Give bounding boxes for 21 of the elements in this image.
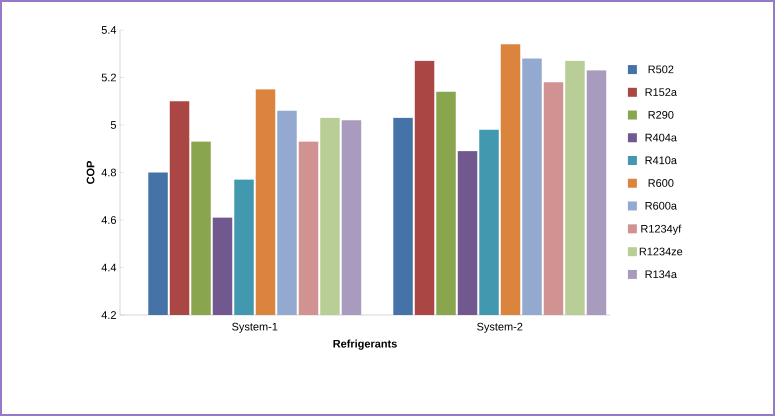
legend-label: R410a xyxy=(646,156,677,164)
y-tick-label: 4.6 xyxy=(101,216,116,224)
legend-label: R404a xyxy=(646,134,677,142)
legend-label: R134a xyxy=(646,270,677,278)
y-axis-title: COP xyxy=(86,160,94,184)
legend-label: R502 xyxy=(648,66,674,74)
x-tick-label: System-1 xyxy=(232,322,278,333)
legend-label: R152a xyxy=(646,88,677,96)
legend-label: R1234ze xyxy=(640,248,682,256)
y-tick-label: 5.2 xyxy=(102,74,116,82)
y-tick-label: 4.8 xyxy=(101,168,116,176)
legend-label: R1234yf xyxy=(641,224,682,235)
y-tick-label: 5.4 xyxy=(102,26,116,34)
legend-label: R600 xyxy=(648,179,674,187)
legend-label: R290 xyxy=(648,110,674,119)
x-tick-label: System-2 xyxy=(477,322,522,333)
y-tick-label: 4.2 xyxy=(101,311,116,319)
legend-label: R600a xyxy=(646,202,677,210)
x-axis-title: Refrigerants xyxy=(333,340,397,350)
y-tick-label: 4.4 xyxy=(101,264,116,272)
y-tick-label: 5 xyxy=(110,121,116,129)
